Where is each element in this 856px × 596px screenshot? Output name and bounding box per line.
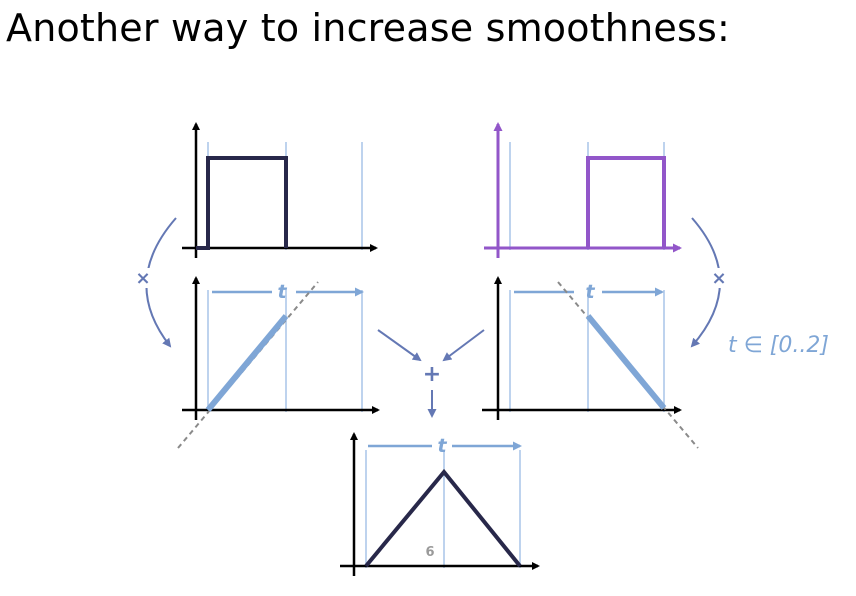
arrow-from-left <box>377 329 422 362</box>
multiply-icon: × <box>711 268 726 289</box>
t-axis-label: t <box>437 435 447 457</box>
slide-title: Another way to increase smoothness: <box>6 6 730 50</box>
arrow-from-right <box>442 329 485 362</box>
panel-mid-left-ramp: t <box>177 276 380 449</box>
t-axis-label: t <box>585 281 595 303</box>
plus-icon: + <box>423 362 441 387</box>
multiply-icon: × <box>135 268 150 289</box>
box-curve <box>586 156 666 248</box>
t-axis-label: t <box>277 281 287 303</box>
multiply-left-operator: × <box>134 217 177 348</box>
ramp-curve <box>205 314 289 412</box>
multiply-right-operator: × <box>690 217 728 348</box>
panel-top-left-box <box>182 122 378 258</box>
page-number: 6 <box>425 545 434 560</box>
panel-mid-right-ramp: t <box>482 276 699 449</box>
triangle-curve <box>364 468 522 568</box>
box-curve <box>196 156 288 250</box>
range-label: t ∈ [0..2] <box>728 333 829 358</box>
panel-top-right-box <box>484 122 682 258</box>
add-operator: + <box>377 329 485 418</box>
panel-bottom-triangle: t 6 <box>340 432 540 576</box>
ramp-curve <box>585 314 667 410</box>
